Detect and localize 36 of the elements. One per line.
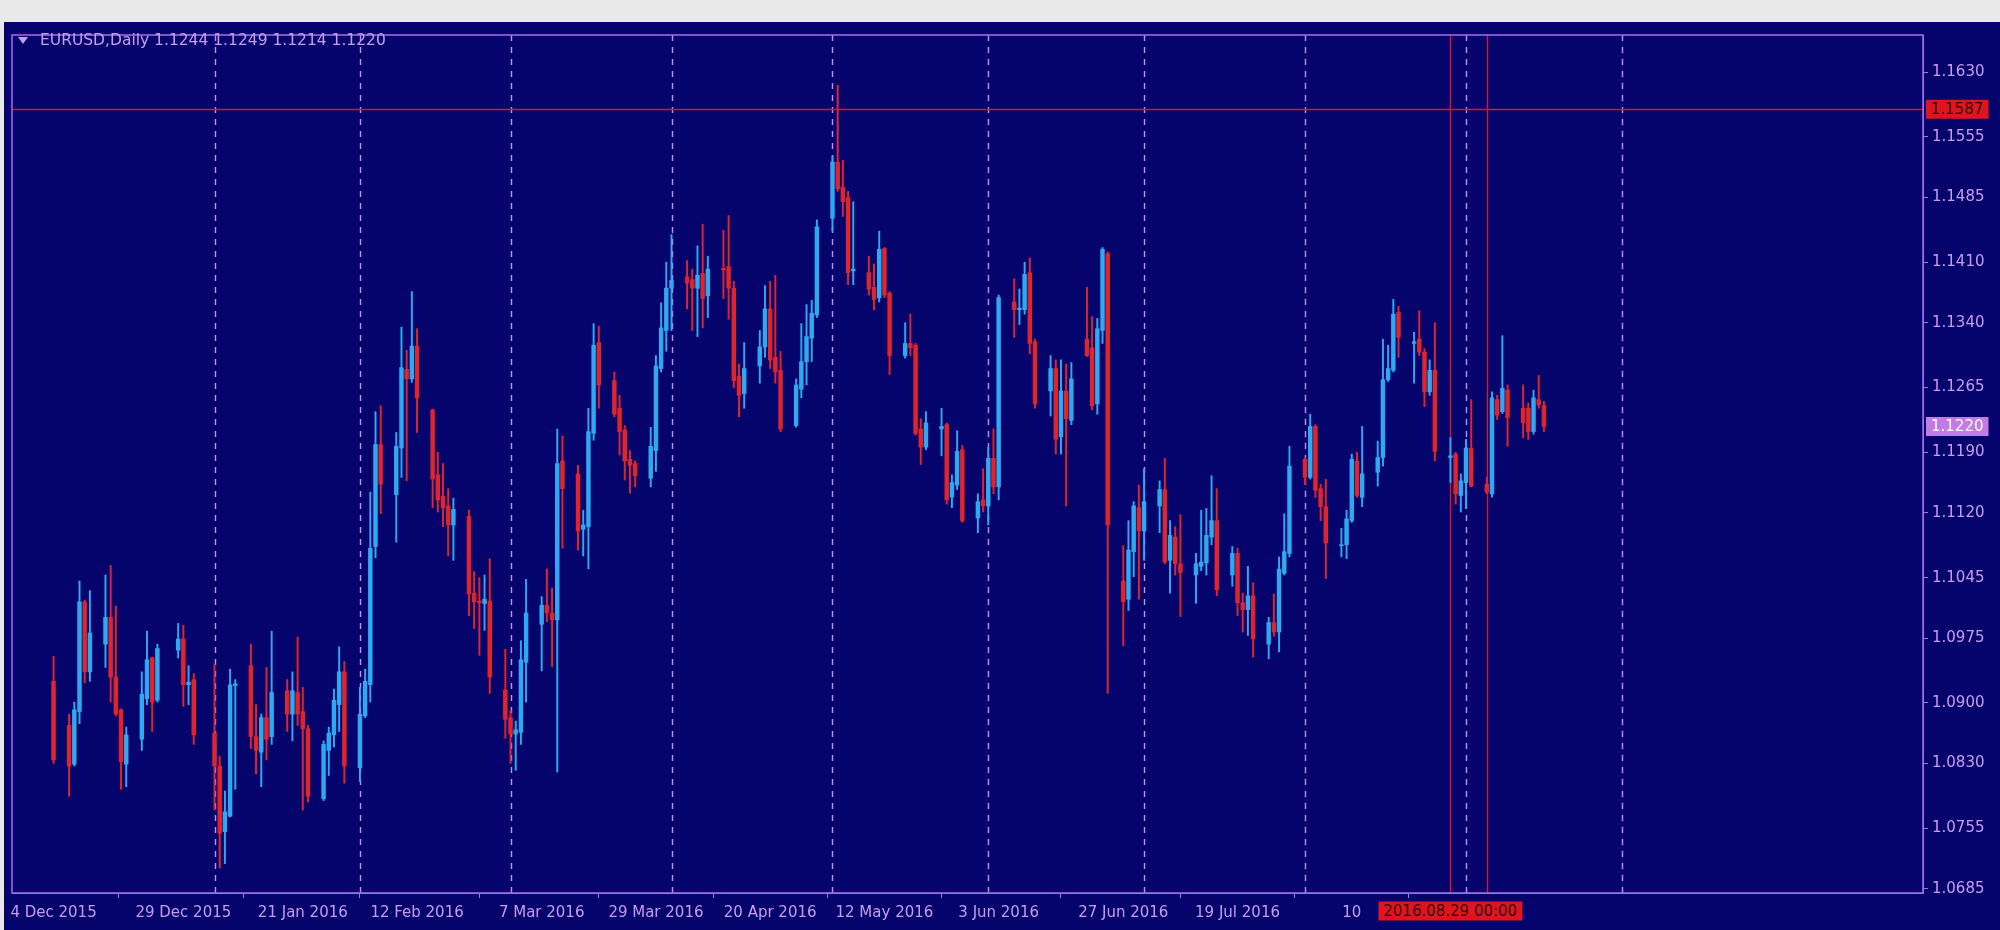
y-tick-label: 1.0975 xyxy=(1932,628,1985,646)
y-tick-label: 1.1340 xyxy=(1932,312,1985,331)
y-tick-label: 1.0755 xyxy=(1932,818,1985,837)
y-tick-label: 1.0900 xyxy=(1932,692,1985,711)
y-tick-label: 1.1120 xyxy=(1932,502,1985,521)
x-tick-label: 19 Jul 2016 xyxy=(1195,902,1280,921)
y-tick-label: 1.1630 xyxy=(1932,62,1985,81)
y-tick-label: 1.1190 xyxy=(1932,442,1985,461)
y-tick-label: 1.1555 xyxy=(1932,126,1985,145)
text: 1.1220 xyxy=(1931,417,1984,436)
ref-line-label: 1.1587 xyxy=(1931,100,1984,119)
x-tick-label: 7 Mar 2016 xyxy=(498,902,585,921)
chart-title: EURUSD,Daily 1.1244 1.1249 1.1214 1.1220 xyxy=(40,31,386,49)
x-tick-label: 27 Jun 2016 xyxy=(1078,902,1169,921)
candlestick xyxy=(939,407,944,457)
x-tick-label: 10 xyxy=(1342,902,1362,921)
y-tick-label: 1.1410 xyxy=(1932,252,1985,271)
candlestick xyxy=(482,574,487,631)
x-tick-label: 21 Jan 2016 xyxy=(257,902,348,921)
x-tick-label: 29 Mar 2016 xyxy=(608,902,704,921)
ref-line-label: 2016.08.29 00:00 xyxy=(1383,901,1518,920)
x-tick-label: 20 Apr 2016 xyxy=(723,902,817,921)
y-tick-label: 1.1045 xyxy=(1932,567,1985,586)
candlestick xyxy=(186,665,191,705)
x-tick-label: 12 Feb 2016 xyxy=(370,902,464,921)
x-tick-label: 4 Dec 2015 xyxy=(10,902,97,921)
x-tick-label: 29 Dec 2015 xyxy=(135,902,232,921)
candlestick xyxy=(1411,331,1417,384)
x-tick-label: 12 May 2016 xyxy=(835,902,934,921)
candlestick xyxy=(1448,437,1453,483)
candlestick xyxy=(404,350,409,482)
y-tick-label: 1.1485 xyxy=(1932,187,1985,206)
y-tick-label: 1.0685 xyxy=(1932,878,1985,897)
x-tick-label: 3 Jun 2016 xyxy=(958,902,1040,921)
y-tick-label: 1.1265 xyxy=(1932,377,1985,396)
y-tick-label: 1.0830 xyxy=(1932,753,1985,772)
